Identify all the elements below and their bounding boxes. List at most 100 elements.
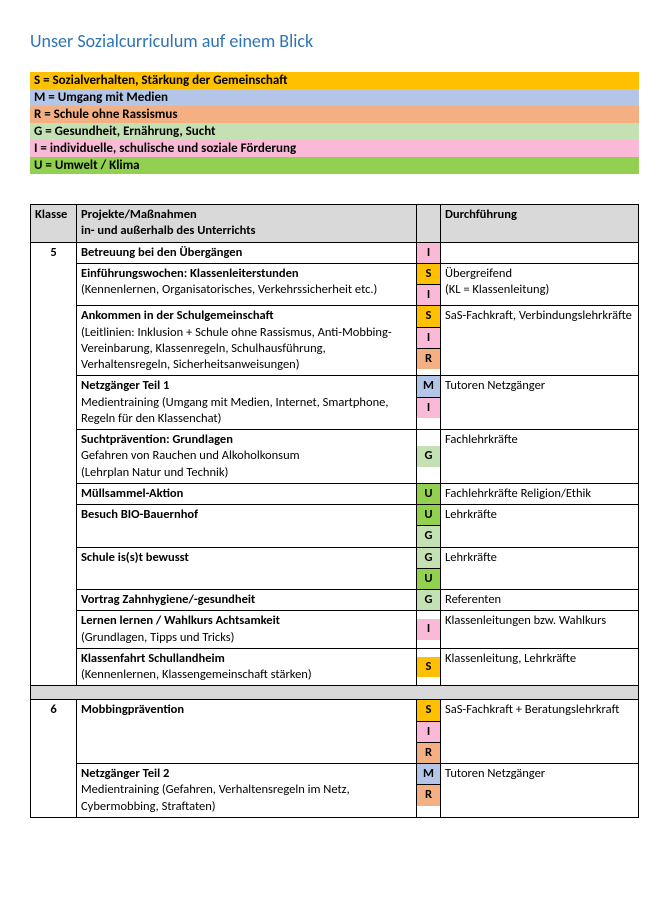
cell-klasse: [31, 648, 77, 686]
projekt-title: Schule is(s)t bewusst: [81, 550, 412, 566]
projekt-sub: Gefahren von Rauchen und Alkoholkonsum(L…: [81, 448, 412, 481]
cell-projekt: Einführungswochen: Klassenleiterstunden(…: [77, 263, 417, 306]
projekt-sub: (Kennenlernen, Organisatorisches, Verkeh…: [81, 282, 412, 298]
cell-klasse: [31, 505, 77, 548]
projekt-sub: Medientraining (Gefahren, Verhaltensrege…: [81, 782, 412, 815]
cell-tags: SIR: [417, 700, 441, 764]
cell-projekt: Ankommen in der Schulgemeinschaft(Leitli…: [77, 306, 417, 376]
header-durch: Durchführung: [441, 205, 639, 243]
cell-durch: Fachlehrkräfte: [441, 430, 639, 484]
table-header-row: Klasse Projekte/Maßnahmen in- und außerh…: [31, 205, 639, 243]
header-projekte: Projekte/Maßnahmen in- und außerhalb des…: [77, 205, 417, 243]
tag-I: I: [417, 328, 440, 349]
cell-durch: SaS-Fachkraft + Beratungslehrkraft: [441, 700, 639, 764]
header-tag-empty: [417, 205, 441, 243]
projekt-title: Ankommen in der Schulgemeinschaft: [81, 308, 412, 324]
cell-projekt: Netzgänger Teil 2Medientraining (Gefahre…: [77, 764, 417, 818]
projekt-title: Netzgänger Teil 2: [81, 766, 412, 782]
cell-projekt: Klassenfahrt Schullandheim(Kennenlernen,…: [77, 648, 417, 686]
cell-tags: S: [417, 648, 441, 686]
cell-tags: G: [417, 430, 441, 484]
tag-I: I: [417, 722, 440, 743]
cell-klasse: [31, 483, 77, 504]
projekt-sub: (Grundlagen, Tipps und Tricks): [81, 630, 412, 646]
cell-tags: MI: [417, 376, 441, 430]
legend-row-U: U = Umwelt / Klima: [30, 157, 639, 174]
table-row: Netzgänger Teil 2Medientraining (Gefahre…: [31, 764, 639, 818]
legend-row-M: M = Umgang mit Medien: [30, 89, 639, 106]
projekt-title: Vortrag Zahnhygiene/-gesundheit: [81, 592, 412, 608]
cell-projekt: Netzgänger Teil 1Medientraining (Umgang …: [77, 376, 417, 430]
tag-M: M: [417, 376, 440, 397]
tag-S: S: [417, 264, 440, 285]
cell-durch: Lehrkräfte: [441, 505, 639, 548]
legend-row-G: G = Gesundheit, Ernährung, Sucht: [30, 123, 639, 140]
tag-S: S: [417, 657, 440, 677]
cell-klasse: [31, 263, 77, 306]
cell-tags: I: [417, 611, 441, 649]
cell-tags: GU: [417, 547, 441, 590]
tag-R: R: [417, 743, 440, 763]
table-row: Besuch BIO-Bauernhof UGLehrkräfte: [31, 505, 639, 548]
legend-row-I: I = individuelle, schulische und soziale…: [30, 140, 639, 157]
cell-klasse: [31, 547, 77, 590]
table-row: Klassenfahrt Schullandheim(Kennenlernen,…: [31, 648, 639, 686]
tag-I: I: [417, 619, 440, 639]
spacer-row: [31, 686, 639, 700]
cell-projekt: Vortrag Zahnhygiene/-gesundheit: [77, 590, 417, 611]
legend-block: S = Sozialverhalten, Stärkung der Gemein…: [30, 72, 639, 174]
page-title: Unser Sozialcurriculum auf einem Blick: [30, 30, 639, 52]
legend-row-S: S = Sozialverhalten, Stärkung der Gemein…: [30, 72, 639, 89]
table-row: Vortrag Zahnhygiene/-gesundheit GReferent…: [31, 590, 639, 611]
cell-tags: MR: [417, 764, 441, 818]
table-row: Schule is(s)t bewusst GULehrkräfte: [31, 547, 639, 590]
header-projekte-l2: in- und außerhalb des Unterrichts: [81, 223, 256, 238]
cell-klasse: [31, 611, 77, 649]
cell-projekt: Lernen lernen / Wahlkurs Achtsamkeit(Gru…: [77, 611, 417, 649]
cell-klasse: [31, 306, 77, 376]
projekt-title: Besuch BIO-Bauernhof: [81, 507, 412, 523]
projekt-title: Mobbingprävention: [81, 702, 412, 718]
projekt-title: Lernen lernen / Wahlkurs Achtsamkeit: [81, 613, 412, 629]
cell-tags: U: [417, 483, 441, 504]
cell-projekt: Suchtprävention: GrundlagenGefahren von …: [77, 430, 417, 484]
tag-I: I: [417, 398, 440, 418]
tag-G: G: [417, 526, 440, 546]
tag-I: I: [417, 285, 440, 305]
projekt-sub: Medientraining (Umgang mit Medien, Inter…: [81, 395, 412, 428]
table-row: 6MobbingpräventionSIRSaS-Fachkraft + Ber…: [31, 700, 639, 764]
cell-projekt: Besuch BIO-Bauernhof: [77, 505, 417, 548]
tag-G: G: [417, 446, 440, 466]
cell-durch: Klassenleitungen bzw. Wahlkurs: [441, 611, 639, 649]
cell-tags: G: [417, 590, 441, 611]
table-row: Ankommen in der Schulgemeinschaft(Leitli…: [31, 306, 639, 376]
cell-durch: Referenten: [441, 590, 639, 611]
table-row: Netzgänger Teil 1Medientraining (Umgang …: [31, 376, 639, 430]
tag-S: S: [417, 306, 440, 327]
cell-durch: SaS-Fachkraft, Verbindungslehrkräfte: [441, 306, 639, 376]
cell-klasse: [31, 590, 77, 611]
header-klasse: Klasse: [31, 205, 77, 243]
cell-tags: I: [417, 242, 441, 263]
tag-U: U: [417, 484, 440, 504]
cell-durch: Lehrkräfte: [441, 547, 639, 590]
projekt-title: Müllsammel-Aktion: [81, 486, 412, 502]
cell-durch: Klassenleitung, Lehrkräfte: [441, 648, 639, 686]
cell-durch: Fachlehrkräfte Religion/Ethik: [441, 483, 639, 504]
cell-tags: UG: [417, 505, 441, 548]
tag-G: G: [417, 548, 440, 569]
projekt-title: Klassenfahrt Schullandheim: [81, 651, 412, 667]
cell-klasse: [31, 430, 77, 484]
tag-R: R: [417, 349, 440, 369]
table-row: Einführungswochen: Klassenleiterstunden(…: [31, 263, 639, 306]
cell-tags: SI: [417, 263, 441, 306]
curriculum-table: Klasse Projekte/Maßnahmen in- und außerh…: [30, 204, 639, 818]
table-row: Lernen lernen / Wahlkurs Achtsamkeit(Gru…: [31, 611, 639, 649]
cell-klasse: [31, 376, 77, 430]
projekt-title: Betreuung bei den Übergängen: [81, 245, 412, 261]
cell-durch: [441, 242, 639, 263]
cell-durch: Tutoren Netzgänger: [441, 764, 639, 818]
table-row: Suchtprävention: GrundlagenGefahren von …: [31, 430, 639, 484]
cell-durch: Übergreifend(KL = Klassenleitung): [441, 263, 639, 306]
projekt-sub: (Kennenlernen, Klassengemeinschaft stärk…: [81, 667, 412, 683]
